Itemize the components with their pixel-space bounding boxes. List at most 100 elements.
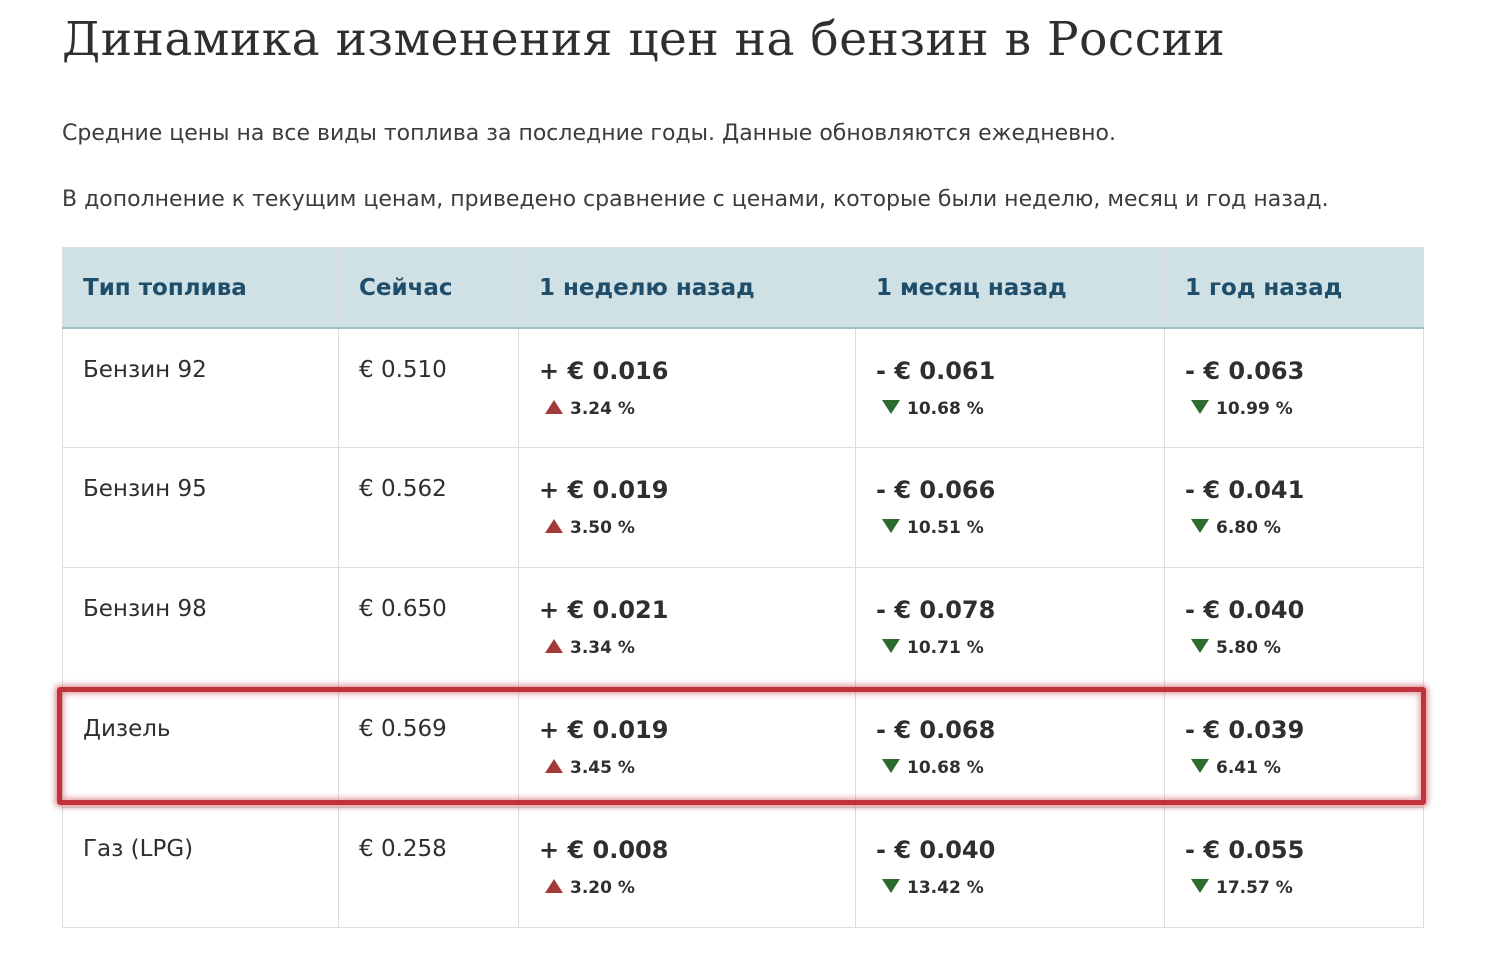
page-title: Динамика изменения цен на бензин в Росси… xyxy=(62,12,1226,67)
current-price-cell: € 0.650 xyxy=(338,567,519,688)
percent-change: 3.34 % xyxy=(539,638,835,658)
month-change-cell: - € 0.066 10.51 % xyxy=(855,447,1165,568)
current-price-cell: € 0.258 xyxy=(338,807,519,928)
fuel-type-cell: Газ (LPG) xyxy=(62,807,339,928)
table-row: Бензин 92 € 0.510 + € 0.016 3.24 % - € 0.061… xyxy=(62,327,1424,448)
table-body: Бензин 92 € 0.510 + € 0.016 3.24 % - € 0.061… xyxy=(62,327,1424,928)
triangle-up-icon xyxy=(545,879,563,893)
triangle-down-icon xyxy=(1191,639,1209,653)
month-change-cell: - € 0.040 13.42 % xyxy=(855,807,1165,928)
percent-change: 10.71 % xyxy=(876,638,1144,658)
table-header: Тип топлива Сейчас 1 неделю назад 1 меся… xyxy=(62,247,1424,329)
triangle-up-icon xyxy=(545,519,563,533)
price-delta: + € 0.019 xyxy=(539,716,669,744)
percent-value: 6.80 % xyxy=(1216,518,1281,538)
triangle-down-icon xyxy=(882,399,900,414)
price-delta: - € 0.039 xyxy=(1185,716,1305,744)
percent-value: 3.24 % xyxy=(570,398,635,419)
header-row: Тип топлива Сейчас 1 неделю назад 1 меся… xyxy=(62,247,1424,329)
percent-change: 10.68 % xyxy=(876,758,1144,778)
triangle-down-icon xyxy=(1191,879,1209,893)
percent-value: 3.50 % xyxy=(570,518,635,538)
triangle-up-icon xyxy=(545,639,563,653)
percent-change: 3.45 % xyxy=(539,758,835,778)
percent-change: 3.20 % xyxy=(539,878,835,898)
percent-change: 17.57 % xyxy=(1185,878,1403,898)
triangle-down-icon xyxy=(882,519,900,533)
price-delta: + € 0.019 xyxy=(539,476,669,504)
triangle-down-icon xyxy=(1191,759,1209,773)
week-change-cell: + € 0.019 3.45 % xyxy=(518,687,856,808)
percent-value: 10.68 % xyxy=(907,758,984,778)
table-row: Бензин 95 € 0.562 + € 0.019 3.50 % - € 0.066… xyxy=(62,447,1424,568)
percent-value: 3.34 % xyxy=(570,638,635,658)
triangle-down-icon xyxy=(882,759,900,773)
price-delta: - € 0.055 xyxy=(1185,836,1305,864)
week-change-cell: + € 0.019 3.50 % xyxy=(518,447,856,568)
column-header-year-ago: 1 год назад xyxy=(1164,247,1424,329)
month-change-cell: - € 0.068 10.68 % xyxy=(855,687,1165,808)
week-change-cell: + € 0.016 3.24 % xyxy=(518,327,856,448)
fuel-type-cell: Бензин 92 xyxy=(62,327,339,448)
week-change-cell: + € 0.008 3.20 % xyxy=(518,807,856,928)
year-change-cell: - € 0.055 17.57 % xyxy=(1164,807,1424,928)
table-row: Бензин 98 € 0.650 + € 0.021 3.34 % - € 0.078… xyxy=(62,567,1424,688)
year-change-cell: - € 0.041 6.80 % xyxy=(1164,447,1424,568)
column-header-now: Сейчас xyxy=(338,247,519,329)
percent-change: 10.99 % xyxy=(1185,399,1403,419)
percent-change: 10.51 % xyxy=(876,518,1144,538)
current-price-cell: € 0.569 xyxy=(338,687,519,808)
month-change-cell: - € 0.078 10.71 % xyxy=(855,567,1165,688)
price-delta: - € 0.040 xyxy=(876,836,996,864)
price-delta: - € 0.078 xyxy=(876,596,996,624)
fuel-type-cell: Дизель xyxy=(62,687,339,808)
price-delta: + € 0.008 xyxy=(539,836,669,864)
price-delta: - € 0.040 xyxy=(1185,596,1305,624)
percent-change: 13.42 % xyxy=(876,878,1144,898)
week-change-cell: + € 0.021 3.34 % xyxy=(518,567,856,688)
triangle-up-icon xyxy=(545,759,563,773)
price-delta: - € 0.061 xyxy=(876,356,996,385)
year-change-cell: - € 0.040 5.80 % xyxy=(1164,567,1424,688)
percent-change: 3.50 % xyxy=(539,518,835,538)
percent-change: 6.80 % xyxy=(1185,518,1403,538)
percent-value: 10.51 % xyxy=(907,518,984,538)
triangle-down-icon xyxy=(1191,519,1209,533)
intro-paragraph-1: Средние цены на все виды топлива за посл… xyxy=(62,121,1116,146)
column-header-month-ago: 1 месяц назад xyxy=(855,247,1165,329)
current-price-cell: € 0.510 xyxy=(338,327,519,448)
fuel-type-cell: Бензин 98 xyxy=(62,567,339,688)
percent-change: 5.80 % xyxy=(1185,638,1403,658)
fuel-price-table: Тип топлива Сейчас 1 неделю назад 1 меся… xyxy=(62,247,1424,928)
triangle-down-icon xyxy=(882,639,900,653)
percent-change: 6.41 % xyxy=(1185,758,1403,778)
column-header-fuel-type: Тип топлива xyxy=(62,247,339,329)
percent-value: 3.45 % xyxy=(570,758,635,778)
year-change-cell: - € 0.039 6.41 % xyxy=(1164,687,1424,808)
table-row: Дизель € 0.569 + € 0.019 3.45 % - € 0.068 10.… xyxy=(62,687,1424,808)
triangle-down-icon xyxy=(882,879,900,893)
column-header-week-ago: 1 неделю назад xyxy=(518,247,856,329)
price-delta: - € 0.066 xyxy=(876,476,996,504)
percent-value: 6.41 % xyxy=(1216,758,1281,778)
price-delta: - € 0.068 xyxy=(876,716,996,744)
percent-value: 10.71 % xyxy=(907,638,984,658)
intro-paragraph-2: В дополнение к текущим ценам, приведено … xyxy=(62,187,1329,212)
triangle-up-icon xyxy=(545,399,563,414)
year-change-cell: - € 0.063 10.99 % xyxy=(1164,327,1424,448)
percent-value: 10.99 % xyxy=(1216,398,1293,419)
triangle-down-icon xyxy=(1191,399,1209,414)
month-change-cell: - € 0.061 10.68 % xyxy=(855,327,1165,448)
current-price-cell: € 0.562 xyxy=(338,447,519,568)
percent-change: 10.68 % xyxy=(876,399,1144,419)
price-delta: - € 0.041 xyxy=(1185,476,1305,504)
price-delta: + € 0.021 xyxy=(539,596,669,624)
percent-value: 3.20 % xyxy=(570,878,635,898)
percent-value: 13.42 % xyxy=(907,878,984,898)
percent-change: 3.24 % xyxy=(539,399,835,419)
percent-value: 5.80 % xyxy=(1216,638,1281,658)
price-delta: + € 0.016 xyxy=(539,356,669,385)
fuel-type-cell: Бензин 95 xyxy=(62,447,339,568)
percent-value: 17.57 % xyxy=(1216,878,1293,898)
price-delta: - € 0.063 xyxy=(1185,356,1305,385)
